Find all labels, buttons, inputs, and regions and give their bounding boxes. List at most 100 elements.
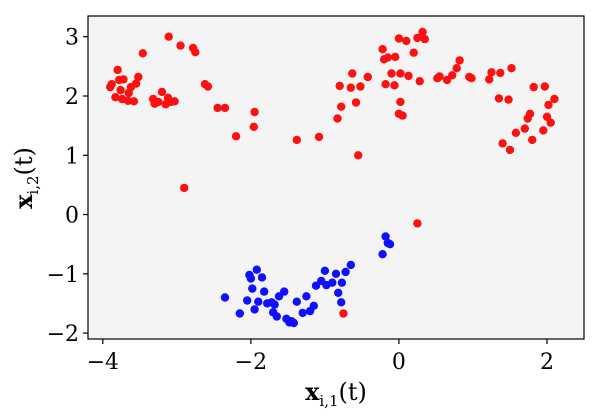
data-point [213, 103, 222, 113]
data-point [292, 297, 301, 306]
data-point [498, 139, 507, 148]
data-point [134, 72, 143, 82]
data-point [337, 278, 347, 287]
data-point [520, 124, 529, 133]
data-point [337, 102, 346, 111]
data-point [113, 65, 122, 75]
data-point [511, 128, 521, 137]
data-point [378, 250, 387, 259]
data-point [220, 103, 230, 113]
data-point [250, 107, 259, 117]
data-point [331, 269, 341, 278]
data-point [418, 27, 427, 37]
data-point [396, 97, 405, 107]
data-point [131, 79, 141, 88]
data-point [455, 56, 464, 65]
x-axis-title-arg: (t) [339, 378, 367, 406]
y-axis: −2 −1 0 1 2 3 [47, 26, 88, 347]
data-point [246, 274, 256, 283]
data-point [539, 126, 548, 135]
data-point [292, 135, 301, 145]
data-point [525, 109, 535, 119]
x-axis-title-sub: i,1 [319, 392, 338, 410]
data-point [435, 72, 444, 81]
x-tick-label: 0 [392, 350, 406, 375]
data-point [409, 48, 418, 57]
data-point [328, 278, 337, 287]
data-point [540, 82, 549, 91]
data-point [280, 287, 289, 296]
data-point [391, 52, 400, 62]
x-tick-label: 2 [540, 350, 554, 375]
data-point [341, 267, 350, 277]
data-point [356, 82, 365, 91]
y-tick-label: −2 [47, 322, 79, 347]
data-point [378, 45, 387, 54]
data-point [337, 298, 346, 307]
data-point [220, 293, 230, 302]
data-point [544, 100, 553, 110]
data-point [243, 296, 252, 305]
y-tick-label: −1 [47, 263, 79, 288]
data-point [235, 309, 244, 318]
data-point [505, 145, 515, 155]
data-point [260, 287, 269, 296]
data-point [320, 266, 330, 275]
data-point [335, 81, 344, 91]
data-point [334, 288, 343, 297]
data-point [231, 132, 241, 141]
data-point [249, 122, 258, 131]
data-point [302, 292, 311, 301]
data-point [383, 53, 392, 62]
x-tick-label: −2 [235, 350, 267, 375]
data-point [176, 41, 185, 50]
data-point [467, 74, 476, 83]
data-point [298, 308, 307, 318]
data-point [248, 284, 257, 293]
data-point [487, 68, 496, 77]
data-point [270, 300, 279, 309]
data-point [415, 77, 424, 86]
data-point [528, 135, 537, 145]
data-point [191, 48, 200, 57]
data-point [252, 265, 261, 274]
plot-frame [87, 15, 585, 340]
y-tick-label: 0 [65, 204, 79, 229]
data-point [289, 318, 298, 328]
data-point [413, 219, 422, 228]
data-point [346, 83, 355, 92]
data-point [272, 312, 281, 321]
data-point [381, 80, 390, 89]
data-point [154, 97, 163, 107]
y-axis-title-arg: (t) [10, 147, 38, 175]
data-point [413, 33, 422, 43]
data-point [157, 87, 167, 97]
data-point [254, 297, 263, 306]
data-point [402, 36, 411, 46]
data-point [507, 63, 516, 73]
data-point [354, 151, 363, 160]
data-point [550, 94, 559, 104]
x-tick-label: −4 [87, 350, 119, 375]
data-point [346, 260, 355, 270]
data-point [180, 183, 189, 193]
y-axis-title-sub: i,2 [24, 175, 42, 194]
y-tick-label: 3 [65, 26, 79, 51]
data-point [494, 94, 504, 103]
data-point [116, 85, 125, 95]
data-point [385, 240, 395, 249]
data-point [529, 82, 538, 92]
data-point [309, 301, 318, 310]
data-point [314, 132, 324, 142]
data-point [138, 49, 147, 58]
data-point [107, 80, 116, 89]
points-layer [106, 27, 559, 328]
data-point [420, 34, 429, 44]
data-point [333, 114, 342, 123]
data-point [250, 305, 259, 314]
data-point [504, 95, 513, 104]
data-point [348, 69, 357, 78]
data-point [398, 111, 407, 120]
data-point [394, 34, 404, 43]
